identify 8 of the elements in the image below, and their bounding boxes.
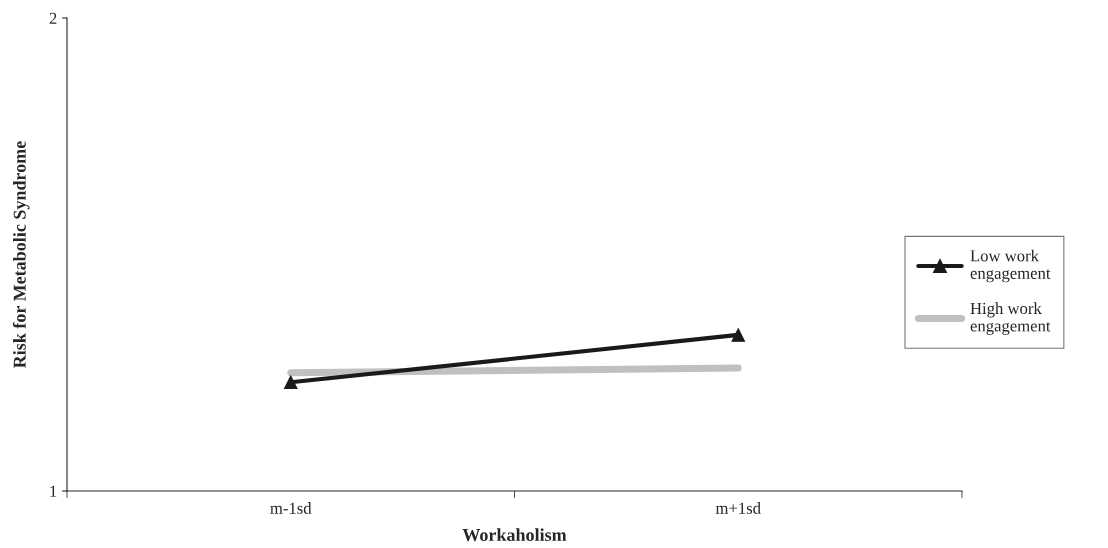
x-tick-label: m-1sd	[270, 502, 312, 514]
x-axis-title: Workaholism	[462, 528, 567, 542]
y-tick-label: 2	[49, 12, 57, 24]
y-tick-label: 1	[50, 485, 57, 497]
x-tick-label: m+1sd	[715, 502, 761, 514]
legend-label: High work engagement	[970, 302, 1051, 335]
legend-label: Low work engagement	[970, 249, 1051, 283]
y-axis-title: Risk for Metabolic Syndrome	[12, 141, 30, 368]
